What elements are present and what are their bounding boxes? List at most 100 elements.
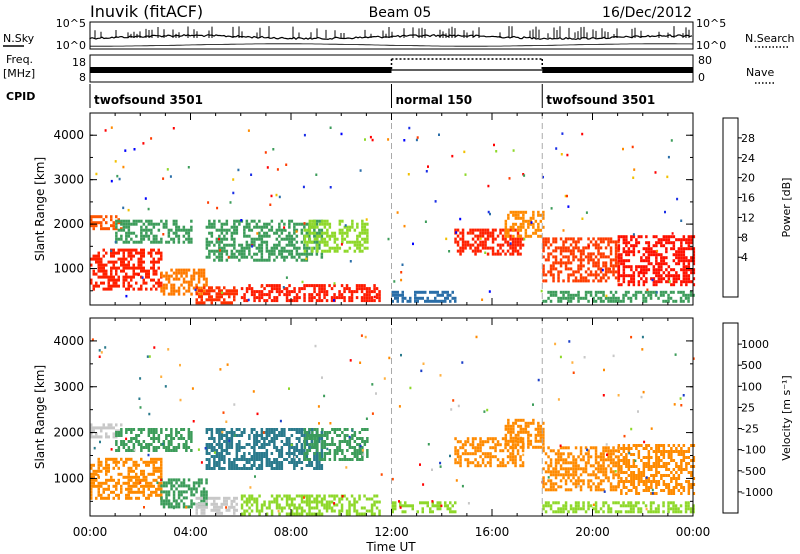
data-cell	[679, 290, 683, 294]
data-cell	[245, 467, 249, 470]
data-cell	[353, 240, 357, 244]
data-cell	[620, 235, 623, 239]
data-cell	[409, 296, 412, 300]
data-cell	[132, 446, 136, 449]
data-cell	[235, 449, 239, 452]
data-cell	[609, 237, 613, 241]
speckle-cell	[153, 346, 156, 349]
speckle-cell	[438, 133, 440, 136]
data-cell	[650, 277, 653, 281]
data-cell	[647, 465, 651, 468]
data-cell	[552, 501, 555, 505]
data-cell	[240, 446, 244, 449]
data-cell	[218, 446, 221, 449]
data-cell	[549, 293, 553, 297]
data-cell	[120, 260, 123, 264]
data-cell	[313, 287, 316, 291]
data-cell	[255, 258, 259, 262]
data-cell	[557, 449, 560, 453]
data-cell	[391, 507, 394, 511]
data-cell	[325, 299, 329, 303]
data-cell	[509, 433, 513, 437]
data-cell	[100, 215, 103, 219]
data-cell	[197, 484, 201, 488]
data-cell	[358, 437, 362, 440]
data-cell	[577, 501, 580, 505]
speckle-cell	[146, 355, 149, 358]
data-cell	[268, 290, 271, 294]
data-cell	[587, 279, 590, 283]
data-cell	[647, 250, 651, 254]
data-cell	[652, 268, 656, 272]
data-cell	[157, 475, 160, 479]
data-cell	[288, 284, 291, 288]
data-cell	[110, 251, 113, 255]
data-cell	[484, 231, 487, 235]
data-cell	[544, 470, 548, 474]
data-cell	[532, 421, 535, 425]
data-cell	[594, 461, 598, 465]
data-cell	[582, 249, 585, 253]
data-cell	[330, 500, 334, 504]
data-cell	[512, 430, 515, 434]
data-cell	[627, 462, 631, 465]
speckle-cell	[450, 408, 453, 411]
data-cell	[122, 475, 125, 479]
data-cell	[157, 281, 160, 285]
data-cell	[243, 458, 246, 461]
data-cell	[280, 249, 284, 253]
data-cell	[552, 293, 555, 297]
speckle-cell	[247, 129, 250, 132]
data-cell	[305, 503, 309, 507]
data-cell	[333, 231, 337, 235]
data-cell	[318, 434, 322, 437]
data-cell	[278, 243, 281, 247]
data-cell	[112, 254, 115, 258]
data-cell	[177, 496, 181, 500]
data-cell	[250, 228, 254, 232]
data-cell	[280, 431, 284, 434]
data-cell	[127, 481, 130, 485]
data-cell	[137, 266, 140, 270]
data-cell	[112, 263, 115, 267]
y-tick-label: 4000	[53, 128, 84, 142]
data-cell	[205, 481, 208, 485]
data-cell	[411, 504, 414, 508]
data-cell	[253, 500, 256, 504]
data-cell	[265, 461, 269, 464]
data-cell	[175, 499, 178, 503]
data-cell	[594, 290, 598, 294]
data-cell	[652, 283, 656, 287]
data-cell	[612, 458, 615, 462]
data-cell	[594, 449, 598, 453]
data-cell	[519, 246, 522, 250]
data-cell	[197, 277, 201, 281]
data-cell	[268, 431, 271, 434]
data-cell	[632, 293, 635, 297]
data-cell	[132, 266, 135, 270]
data-cell	[343, 290, 346, 294]
data-cell	[323, 293, 326, 297]
data-cell	[157, 469, 160, 473]
data-cell	[687, 247, 691, 251]
data-cell	[607, 296, 610, 300]
data-cell	[692, 483, 696, 486]
data-cell	[97, 284, 100, 288]
data-cell	[265, 458, 269, 461]
data-cell	[481, 461, 485, 465]
data-cell	[313, 455, 316, 458]
data-cell	[579, 507, 583, 511]
data-cell	[235, 464, 239, 467]
data-cell	[665, 486, 668, 489]
data-cell	[657, 450, 661, 453]
data-cell	[516, 452, 520, 456]
data-cell	[609, 252, 613, 256]
speckle-cell	[393, 280, 396, 283]
data-cell	[481, 443, 485, 447]
data-cell	[130, 278, 133, 282]
data-cell	[640, 268, 643, 272]
data-cell	[577, 264, 580, 268]
data-cell	[370, 290, 374, 294]
data-cell	[218, 443, 221, 446]
data-cell	[225, 440, 229, 443]
